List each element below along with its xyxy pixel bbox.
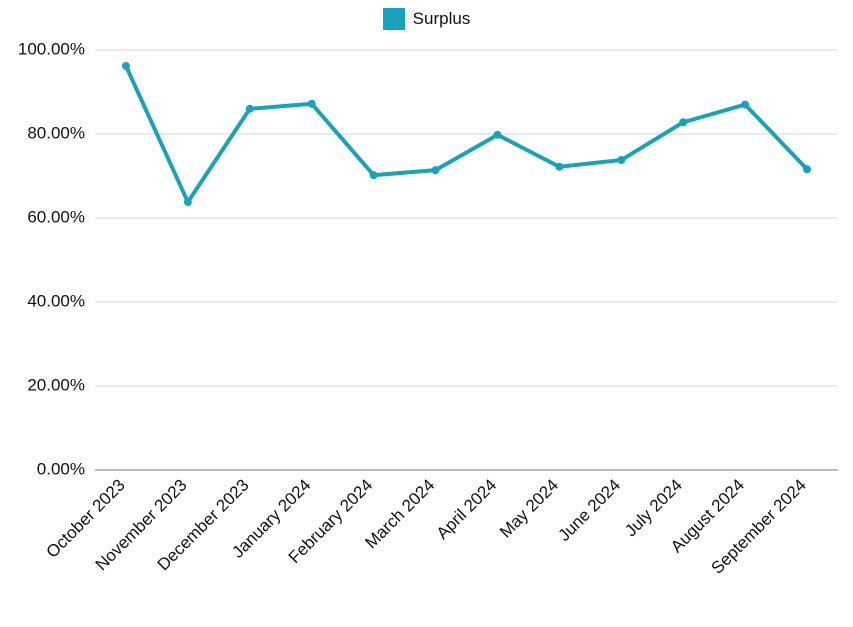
data-point (370, 171, 378, 179)
x-tick-label: May 2024 (496, 475, 562, 541)
grid-group (95, 50, 838, 470)
x-tick-label: April 2024 (433, 475, 501, 543)
y-axis-ticks: 0.00% 20.00% 40.00% 60.00% 80.00% 100.00% (18, 39, 85, 478)
chart-svg: 0.00% 20.00% 40.00% 60.00% 80.00% 100.00% Oct… (0, 0, 853, 627)
data-point (122, 62, 130, 70)
x-axis-ticks: October 2023November 2023December 2023Ja… (43, 475, 810, 577)
data-point (308, 100, 316, 108)
data-point (432, 166, 440, 174)
y-tick-label: 40.00% (27, 291, 85, 310)
data-point (617, 156, 625, 164)
data-point (493, 131, 501, 139)
surplus-line-chart: Surplus 0.00% 20.00% 40.00% 60.00% 80.00% 100… (0, 0, 853, 627)
data-point (184, 198, 192, 206)
x-tick-label: July 2024 (621, 475, 686, 540)
y-tick-label: 20.00% (27, 375, 85, 394)
data-point (246, 105, 254, 113)
y-tick-label: 80.00% (27, 123, 85, 142)
data-point (679, 118, 687, 126)
legend-swatch (383, 8, 405, 30)
legend-label: Surplus (413, 9, 471, 29)
data-point (555, 163, 563, 171)
legend: Surplus (0, 8, 853, 35)
y-tick-label: 100.00% (18, 39, 85, 58)
data-point (741, 101, 749, 109)
y-tick-label: 60.00% (27, 207, 85, 226)
legend-item-surplus: Surplus (383, 8, 471, 30)
x-tick-label: June 2024 (555, 475, 625, 545)
y-tick-label: 0.00% (37, 459, 85, 478)
data-point (803, 165, 811, 173)
